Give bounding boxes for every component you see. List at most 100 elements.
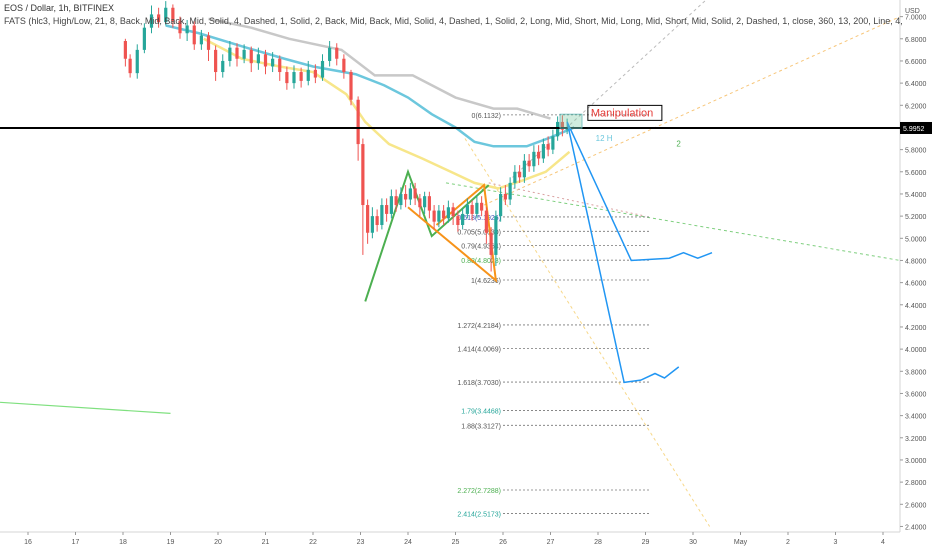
candle-body [446,207,450,219]
annotation-label: 2 [676,139,681,148]
x-tick-label: 16 [24,539,32,546]
annotation-label: 12 H [596,134,613,143]
candle-body [178,21,182,34]
trend-line-orange-up [483,16,901,206]
y-tick-label: 3.2000 [905,436,927,443]
candle-body [256,54,260,64]
candle-body [465,205,469,214]
y-tick-label: 5.2000 [905,214,927,221]
yellow-ma-line [203,37,571,190]
candle-body [494,216,498,255]
candle-body [299,72,303,81]
y-tick-label: 7.0000 [905,15,927,22]
y-tick-label: 2.8000 [905,480,927,487]
candle-body [456,216,460,225]
candle-body [556,121,560,137]
candle-body [242,49,246,59]
candle-body [320,60,325,78]
x-tick-label: 23 [357,539,365,546]
x-tick-label: 28 [594,539,602,546]
x-tick-label: 21 [262,539,270,546]
candle-body [235,47,239,59]
candle-body [541,144,545,159]
candle-body [537,151,541,159]
fib-level-label: 1.272(4.2184) [457,323,501,330]
candle-body [206,35,211,50]
y-tick-label: 6.6000 [905,59,927,66]
fib-level-label: 1.88(3.3127) [461,423,501,430]
candle-body [313,69,317,78]
candle-body [171,7,175,22]
fib-level-label: 1.618(3.7030) [457,380,501,387]
y-tick-label: 3.6000 [905,391,927,398]
candle-body [427,196,431,211]
candle-body [192,25,196,45]
candle-body [442,210,446,219]
candle-body [366,205,370,233]
candle-body [503,193,507,200]
candle-body [349,72,353,100]
x-tick-label: 29 [642,539,650,546]
x-tick-label: 18 [119,539,127,546]
x-tick-label: 2 [786,539,790,546]
fib-level-label: 0.88(4.8023) [461,258,501,265]
candle-body [389,196,393,214]
candle-body [263,54,268,67]
y-tick-label: 4.4000 [905,303,927,310]
candle-body [328,47,332,61]
x-tick-label: 17 [72,539,80,546]
fib-level-label: 2.272(2.7288) [457,488,501,495]
candle-body [527,160,531,167]
chart-title: EOS / Dollar, 1h, BITFINEX [4,3,115,13]
x-tick-label: 27 [547,539,555,546]
candle-body [157,14,161,23]
y-tick-label: 6.2000 [905,103,927,110]
gray-ma-line [208,17,551,120]
candle-body [370,216,374,233]
candle-body [499,193,503,217]
candle-body [306,69,310,81]
y-tick-label: 4.8000 [905,258,927,265]
candle-body [484,210,488,233]
y-tick-label: 4.0000 [905,347,927,354]
x-tick-label: 30 [689,539,697,546]
highlight-box [559,113,583,129]
candle-body [394,196,398,206]
cyan-ma-line [165,24,575,148]
fib-level-label: 0.618(5.1926) [457,215,501,222]
x-tick-label: 4 [881,539,885,546]
candle-body [278,58,282,73]
y-tick-label: 5.4000 [905,192,927,199]
candle-body [432,210,436,222]
fib-level-label: 2.414(2.5173) [457,511,501,518]
candle-body [361,144,365,206]
indicator-legend[interactable]: FATS (hlc3, High/Low, 21, 8, Back, Mid, … [4,16,902,26]
fib-level-label: 1.414(4.0069) [457,346,501,353]
candle-body [292,72,296,84]
current-price-badge [900,121,932,134]
y-tick-label: 3.4000 [905,414,927,421]
candle-body [135,49,139,74]
candle-body [518,171,522,178]
y-tick-label: 4.6000 [905,281,927,288]
candle-body [461,213,465,225]
candle-body [546,144,550,150]
candle-body [228,47,232,61]
fib-level-label: 0.79(4.9364) [461,243,501,250]
y-tick-label: 6.4000 [905,81,927,88]
current-price-label: 5.9952 [903,126,925,133]
x-tick-label: 19 [167,539,175,546]
candle-body [356,99,360,145]
trend-line-red-down [488,182,646,217]
projection-path-2 [566,121,680,384]
candle-body [437,210,441,222]
fib-level-label: 1.79(3.4468) [461,408,501,415]
candle-body [408,188,412,200]
candle-body [335,47,339,59]
x-tick-label: 25 [452,539,460,546]
x-tick-label: 22 [309,539,317,546]
candle-body [508,182,512,200]
manipulation-box [587,104,663,121]
candle-body [470,205,474,214]
